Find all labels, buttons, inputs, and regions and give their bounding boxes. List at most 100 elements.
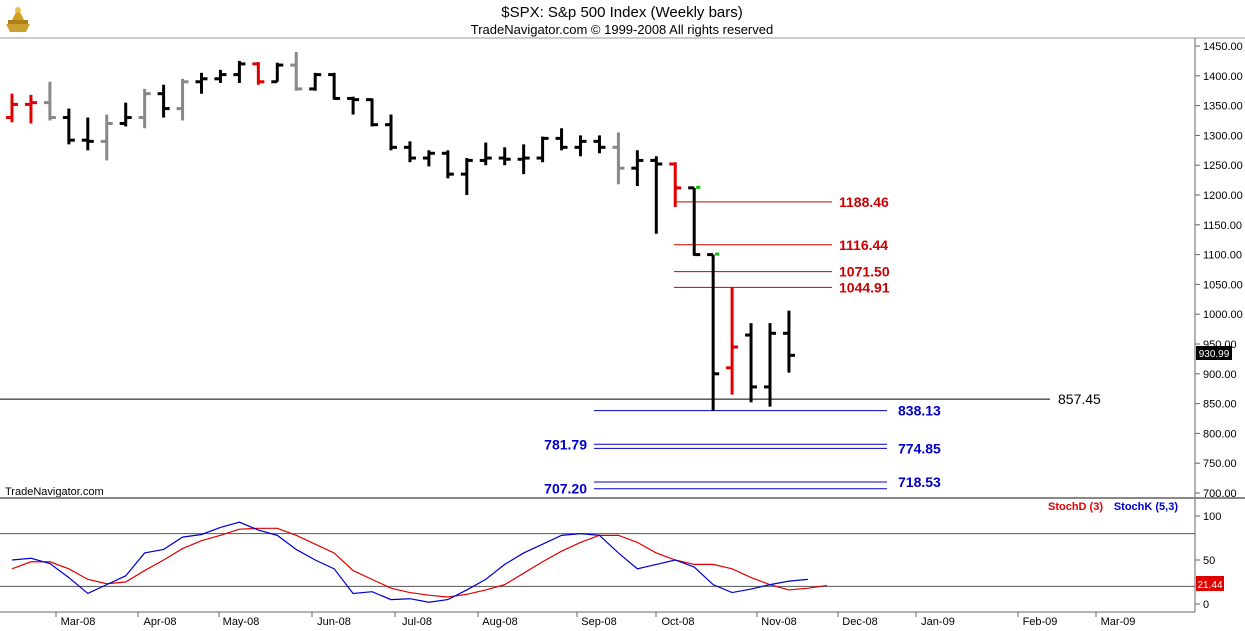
price-y-tick-label: 1050.00 xyxy=(1203,279,1243,291)
x-axis-ticks: Mar-08 Apr-08 May-08 Jun-08 Jul-08 Aug-08 Sep-… xyxy=(55,612,1136,628)
ohlc-bar xyxy=(290,51,303,91)
ohlc-bar xyxy=(62,108,75,145)
ohlc-bar xyxy=(460,158,473,195)
ohlc-bar xyxy=(782,310,795,373)
stoch-last-marker: 21.44 xyxy=(1196,576,1224,591)
x-tick-label: Oct-08 xyxy=(661,616,694,628)
x-tick-label: Jun-08 xyxy=(317,616,351,628)
ohlc-bar xyxy=(745,323,758,403)
ohlc-bar xyxy=(688,186,701,257)
level-label: 781.79 xyxy=(544,436,587,452)
stoch-last-label: 21.44 xyxy=(1197,580,1222,591)
ohlc-bar xyxy=(195,72,208,94)
price-y-tick-label: 1400.00 xyxy=(1203,71,1243,83)
price-y-tick-label: 1250.00 xyxy=(1203,160,1243,172)
ohlc-bar xyxy=(764,323,776,407)
price-y-tick-label: 900.00 xyxy=(1203,369,1237,381)
price-panel: 700.00750.00800.00850.00900.00950.001000… xyxy=(0,37,1245,500)
ohlc-bar xyxy=(612,132,625,185)
stoch-y-tick-label: 0 xyxy=(1203,599,1209,611)
ohlc-bar xyxy=(669,162,682,207)
price-y-tick-label: 1200.00 xyxy=(1203,190,1243,202)
level-label: 1188.46 xyxy=(839,194,889,210)
green-marker xyxy=(715,252,720,256)
stochd-line xyxy=(11,527,827,598)
ohlc-bar xyxy=(24,94,37,124)
x-tick-label: Aug-08 xyxy=(482,616,517,628)
ohlc-bar xyxy=(6,93,18,123)
ohlc-bar xyxy=(366,98,379,127)
x-tick-label: May-08 xyxy=(223,616,260,628)
ohlc-bar xyxy=(631,150,644,187)
x-tick-label: Jan-09 xyxy=(921,616,955,628)
legend-stochk: StochK (5,3) xyxy=(1114,501,1179,513)
level-label: 857.45 xyxy=(1058,391,1101,407)
price-y-tick-label: 750.00 xyxy=(1203,458,1237,470)
ohlc-bar xyxy=(441,150,454,179)
x-tick-label: Mar-09 xyxy=(1101,616,1136,628)
green-marker xyxy=(696,185,701,189)
ohlc-bar xyxy=(252,62,265,85)
x-tick-label: Jul-08 xyxy=(402,616,432,628)
watermark: TradeNavigator.com xyxy=(5,486,104,498)
x-tick-label: Mar-08 xyxy=(61,616,96,628)
ohlc-bar xyxy=(309,72,322,91)
level-label: 774.85 xyxy=(898,440,941,456)
stochastic-lines xyxy=(11,521,827,603)
level-label: 1044.91 xyxy=(839,279,890,295)
level-label: 718.53 xyxy=(898,474,941,490)
ohlc-bar xyxy=(574,135,587,157)
price-y-tick-label: 1300.00 xyxy=(1203,130,1243,142)
ohlc-bar xyxy=(347,96,360,115)
x-tick-label: Nov-08 xyxy=(761,616,796,628)
x-tick-label: Sep-08 xyxy=(581,616,616,628)
level-label: 1071.50 xyxy=(839,264,890,280)
price-y-tick-label: 1100.00 xyxy=(1203,250,1242,262)
ohlc-bar xyxy=(43,81,56,121)
ohlc-bar xyxy=(403,141,416,163)
stochastic-panel: StochD (3) StochK (5,3) 0 50 100 21.44 xyxy=(0,497,1245,612)
x-tick-label: Apr-08 xyxy=(143,616,176,628)
ohlc-bar xyxy=(536,136,549,163)
level-label: 838.13 xyxy=(898,403,941,419)
stoch-y-tick-label: 50 xyxy=(1203,555,1215,567)
x-tick-label: Feb-09 xyxy=(1023,616,1058,628)
ohlc-bar xyxy=(81,117,94,151)
price-y-tick-label: 1450.00 xyxy=(1203,41,1243,53)
price-y-tick-label: 1350.00 xyxy=(1203,101,1243,113)
level-label: 707.20 xyxy=(544,481,587,497)
app-logo xyxy=(6,7,30,32)
stochastic-y-ticks: 0 50 100 xyxy=(1195,511,1221,611)
chart-subtitle: TradeNavigator.com © 1999-2008 All right… xyxy=(471,22,773,37)
ohlc-bar xyxy=(422,150,435,167)
price-y-tick-label: 800.00 xyxy=(1203,428,1237,440)
stochastic-ref-lines xyxy=(0,533,1195,587)
price-y-ticks: 700.00750.00800.00850.00900.00950.001000… xyxy=(1195,41,1243,500)
ohlc-bar xyxy=(555,128,568,151)
ohlc-bar xyxy=(707,253,720,411)
ohlc-bar xyxy=(119,102,132,127)
ohlc-bar xyxy=(498,147,511,166)
ohlc-bar xyxy=(593,135,606,154)
ohlc-bar xyxy=(138,88,151,129)
chart-title: $SPX: S&p 500 Index (Weekly bars) xyxy=(501,4,743,21)
ohlc-bar xyxy=(385,114,397,151)
ohlc-bar xyxy=(176,78,189,121)
ohlc-bar xyxy=(157,84,170,118)
price-y-tick-label: 850.00 xyxy=(1203,399,1237,411)
ohlc-bar xyxy=(233,60,246,83)
stochk-line xyxy=(11,521,808,603)
last-price-marker: 930.99 xyxy=(1196,346,1232,360)
price-bars xyxy=(6,51,795,411)
price-y-tick-label: 1000.00 xyxy=(1203,309,1243,321)
stoch-y-tick-label: 100 xyxy=(1203,511,1221,523)
ohlc-bar xyxy=(650,156,663,234)
ohlc-bar xyxy=(517,144,530,175)
ohlc-bar xyxy=(100,114,113,161)
price-y-tick-label: 1150.00 xyxy=(1203,220,1242,232)
ohlc-bar xyxy=(271,62,284,84)
x-tick-label: Dec-08 xyxy=(842,616,877,628)
level-label: 1116.44 xyxy=(839,237,888,253)
